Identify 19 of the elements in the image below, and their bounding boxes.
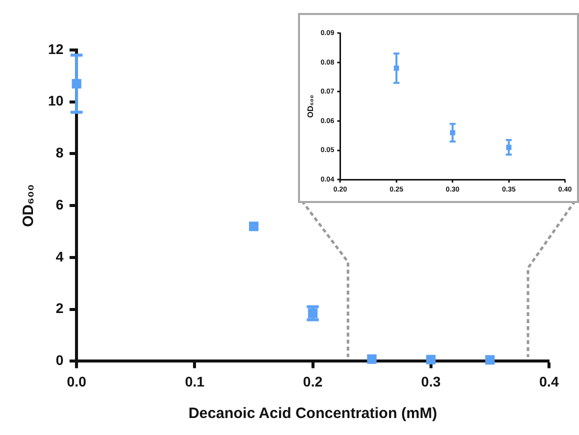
y-tick-label: 6 xyxy=(56,196,64,212)
x-tick-label: 0.0 xyxy=(66,373,87,390)
y-axis-title: OD₆₀₀ xyxy=(20,184,38,228)
point xyxy=(485,355,495,365)
y-tick-label: 0 xyxy=(56,352,64,368)
point xyxy=(426,354,436,364)
y-tick-label: 8 xyxy=(56,144,64,161)
point xyxy=(367,354,377,364)
y-tick-label: 10 xyxy=(48,92,64,109)
x-tick-label: 0.4 xyxy=(539,373,559,390)
x-tick-label: 0.3 xyxy=(421,373,441,390)
point xyxy=(248,222,258,232)
x-axis-title: Decanoic Acid Concentration (mM) xyxy=(188,405,438,422)
y-tick-label: 4 xyxy=(56,248,64,264)
y-axis-title: OD₆₀₀ xyxy=(306,94,316,118)
x-tick-label: 0.1 xyxy=(184,373,205,390)
y-tick-label: 2 xyxy=(56,300,64,316)
x-tick-label: 0.2 xyxy=(303,373,323,390)
y-tick-label: 12 xyxy=(48,40,64,57)
